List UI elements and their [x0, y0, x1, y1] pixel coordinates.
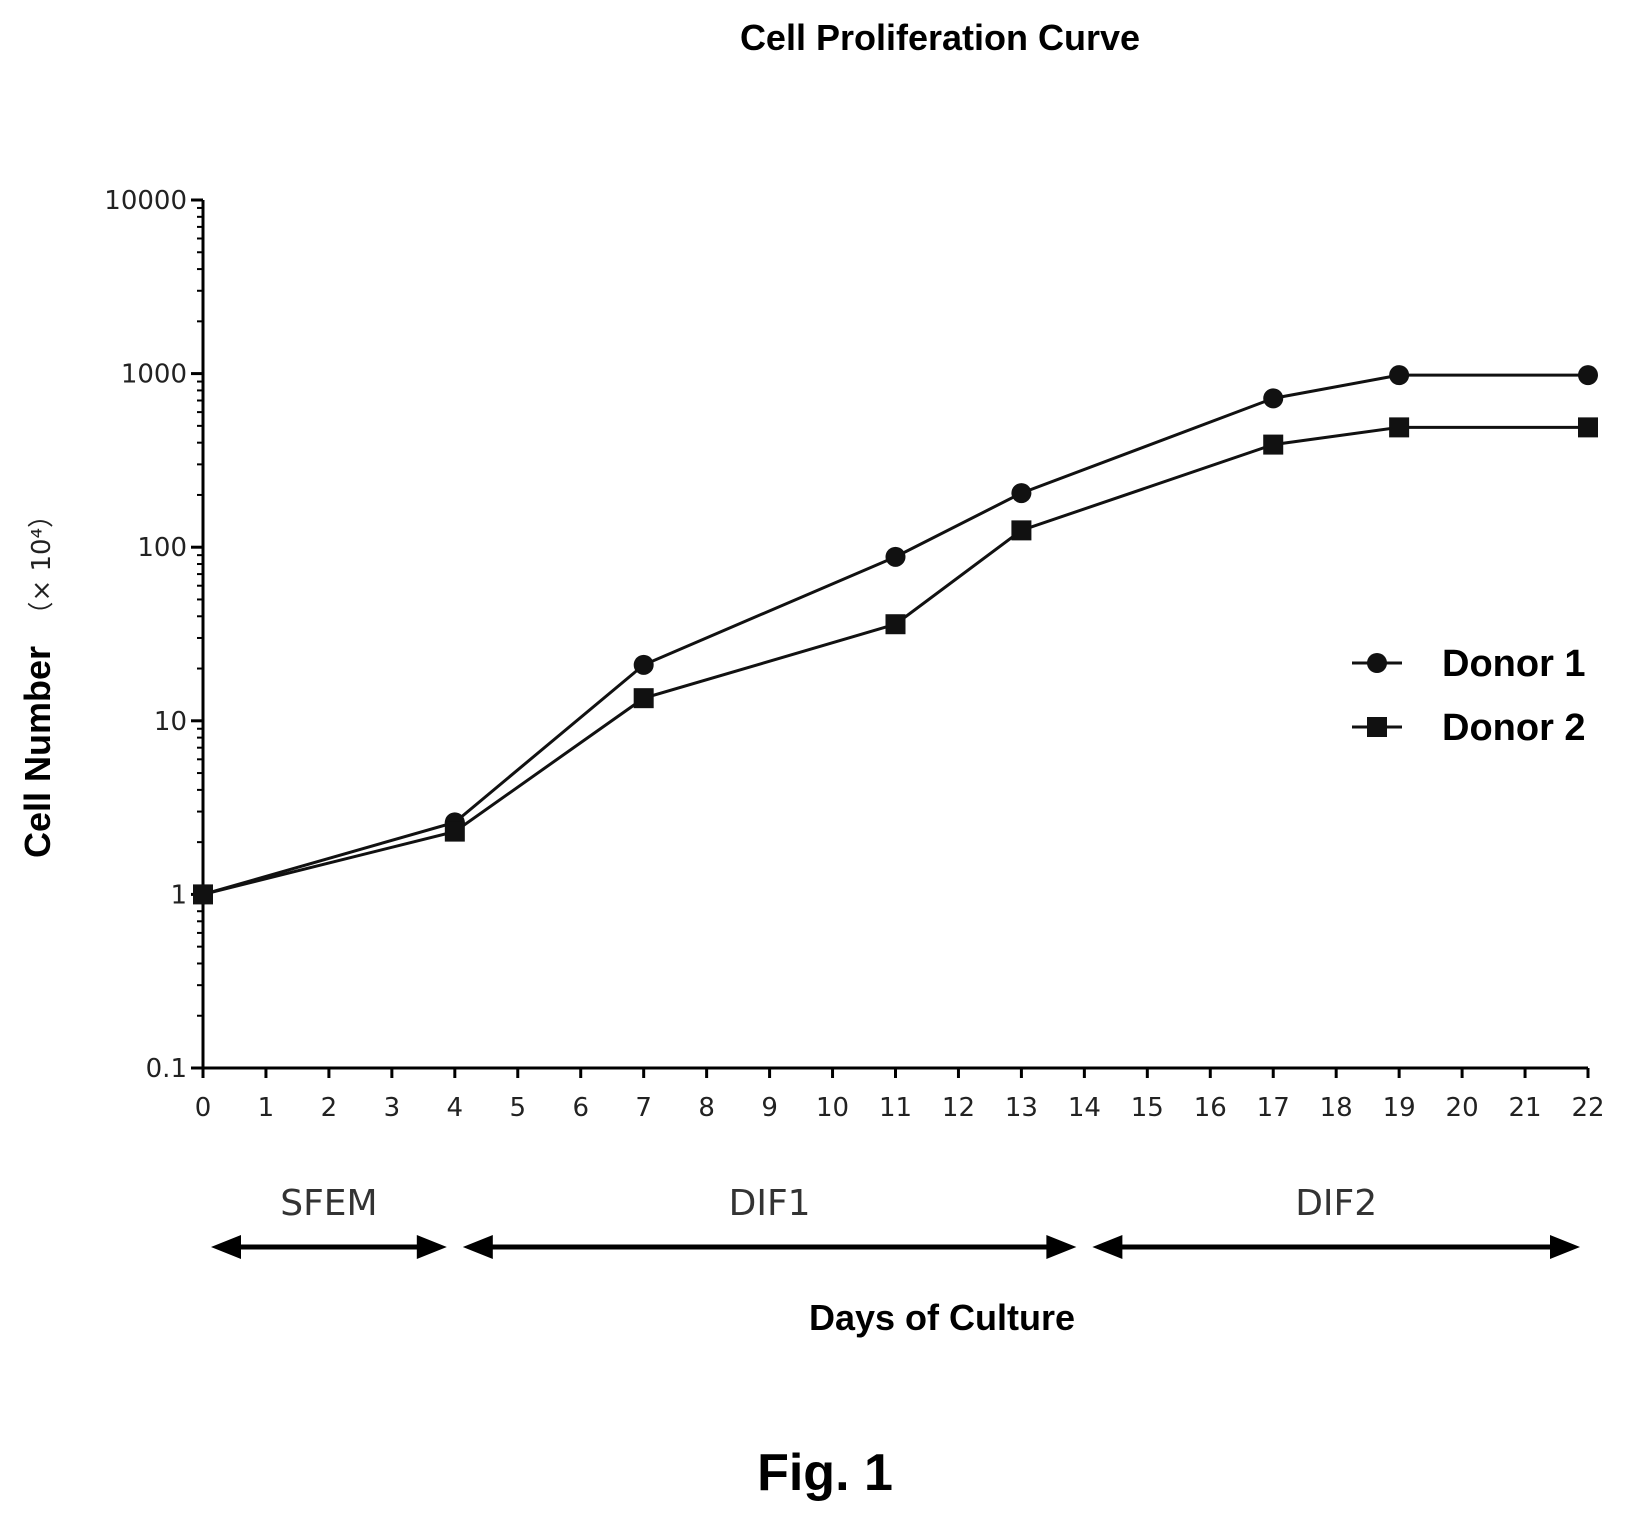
data-point [444, 821, 465, 842]
x-tick-label: 7 [635, 1093, 652, 1123]
x-tick-label: 17 [1257, 1093, 1290, 1123]
series-line-1 [202, 373, 1588, 896]
phase-label: DIF2 [1295, 1183, 1377, 1224]
legend-label: Donor 2 [1442, 707, 1586, 749]
series-lines [193, 365, 1598, 905]
phase-arrow-head-right [416, 1235, 447, 1259]
legend-marker [1367, 717, 1387, 737]
data-point [1011, 483, 1032, 504]
x-tick-label: 16 [1194, 1093, 1227, 1123]
x-tick-label: 4 [447, 1093, 464, 1123]
x-tick-label: 15 [1131, 1093, 1164, 1123]
phase-arrow-head-left [1092, 1235, 1123, 1259]
phase-arrow-head-right [1046, 1235, 1077, 1259]
x-tick-label: 22 [1571, 1093, 1604, 1123]
x-tick-label: 20 [1446, 1093, 1479, 1123]
data-point [1578, 417, 1598, 438]
phase-label: DIF1 [729, 1183, 811, 1224]
legend-marker [1367, 653, 1387, 673]
y-tick-label: 1 [170, 880, 187, 910]
x-tick-label: 9 [761, 1093, 778, 1123]
x-tick-label: 14 [1068, 1093, 1101, 1123]
x-tick-label: 21 [1508, 1093, 1541, 1123]
x-tick-label: 13 [1005, 1093, 1038, 1123]
x-tick-label: 1 [258, 1093, 275, 1123]
data-point [633, 688, 654, 709]
y-axis-label-text: Cell Number [17, 646, 58, 858]
legend: Donor 1 Donor 2 [1352, 643, 1586, 749]
figure-label: Fig. 1 [757, 1444, 893, 1502]
x-tick-label: 12 [942, 1093, 975, 1123]
y-tick-label: 1000 [121, 360, 187, 390]
series-line-2 [202, 425, 1588, 896]
phase-annotations: SFEM DIF1 DIF2 [211, 1183, 1580, 1259]
data-point [885, 546, 906, 567]
data-point [633, 654, 654, 675]
svg-text:Cell Number （× 10⁴）: Cell Number （× 10⁴） [17, 502, 58, 858]
x-tick-label: 11 [879, 1093, 912, 1123]
y-tick-label: 0.1 [146, 1054, 187, 1084]
x-tick-label: 6 [572, 1093, 589, 1123]
x-tick-label: 19 [1383, 1093, 1416, 1123]
x-tick-label: 8 [698, 1093, 715, 1123]
data-point [1263, 434, 1284, 455]
data-point [1578, 365, 1598, 386]
phase-arrow-head-left [462, 1235, 493, 1259]
data-point [1389, 365, 1410, 386]
y-axis-label: Cell Number （× 10⁴） [17, 502, 58, 858]
x-tick-label: 2 [321, 1093, 338, 1123]
y-axis-unit: （× 10⁴） [27, 502, 57, 628]
chart-title: Cell Proliferation Curve [740, 17, 1140, 58]
x-tick-label: 10 [816, 1093, 849, 1123]
data-point [885, 614, 906, 635]
phase-arrow-head-right [1550, 1235, 1580, 1259]
x-tick-label: 0 [195, 1093, 212, 1123]
x-tick-label: 3 [384, 1093, 401, 1123]
x-tick-label: 18 [1320, 1093, 1353, 1123]
phase-arrow-head-left [211, 1235, 241, 1259]
data-point [1389, 417, 1410, 438]
data-point [1011, 520, 1032, 541]
y-tick-label: 100 [137, 533, 187, 563]
phase-label: SFEM [280, 1183, 377, 1224]
data-point [1263, 388, 1284, 409]
x-tick-label: 5 [509, 1093, 526, 1123]
legend-label: Donor 1 [1442, 643, 1586, 685]
data-point [193, 884, 213, 905]
y-tick-label: 10 [154, 707, 187, 737]
x-axis-label: Days of Culture [809, 1297, 1075, 1338]
y-tick-label: 10000 [104, 186, 187, 216]
